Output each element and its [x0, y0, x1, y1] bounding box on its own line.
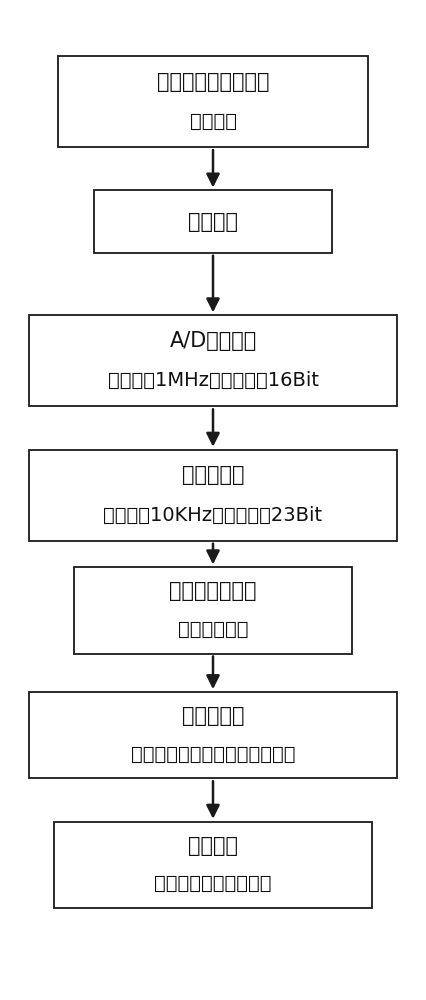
Bar: [95, 190, 331, 253]
Bar: [54, 822, 372, 908]
Bar: [58, 56, 368, 147]
Text: 提取暂态信号: 提取暂态信号: [178, 620, 248, 639]
Bar: [29, 692, 397, 778]
Bar: [29, 315, 397, 406]
Text: 电流（电压）传感器: 电流（电压）传感器: [157, 72, 269, 92]
Text: 信号放大: 信号放大: [188, 212, 238, 232]
Text: 获取当前时刻暂态信号模最大値: 获取当前时刻暂态信号模最大値: [131, 745, 295, 764]
Text: 采集信号: 采集信号: [190, 112, 236, 131]
Text: 判断是否满足启动条件: 判断是否满足启动条件: [154, 874, 272, 893]
Text: 数字启动滤波器: 数字启动滤波器: [169, 581, 257, 601]
Bar: [29, 450, 397, 541]
Text: 低频过采样: 低频过采样: [182, 465, 244, 485]
Text: A/D高速采样: A/D高速采样: [170, 331, 256, 351]
Bar: [74, 567, 352, 654]
Text: 采样频獴1MHz，采样位斀16Bit: 采样频獴1MHz，采样位斀16Bit: [107, 371, 319, 390]
Text: 采样频獴10KHz，采样位斀23Bit: 采样频獴10KHz，采样位斀23Bit: [104, 506, 322, 525]
Text: 峰値积分器: 峰値积分器: [182, 706, 244, 726]
Text: 启动算法: 启动算法: [188, 836, 238, 856]
